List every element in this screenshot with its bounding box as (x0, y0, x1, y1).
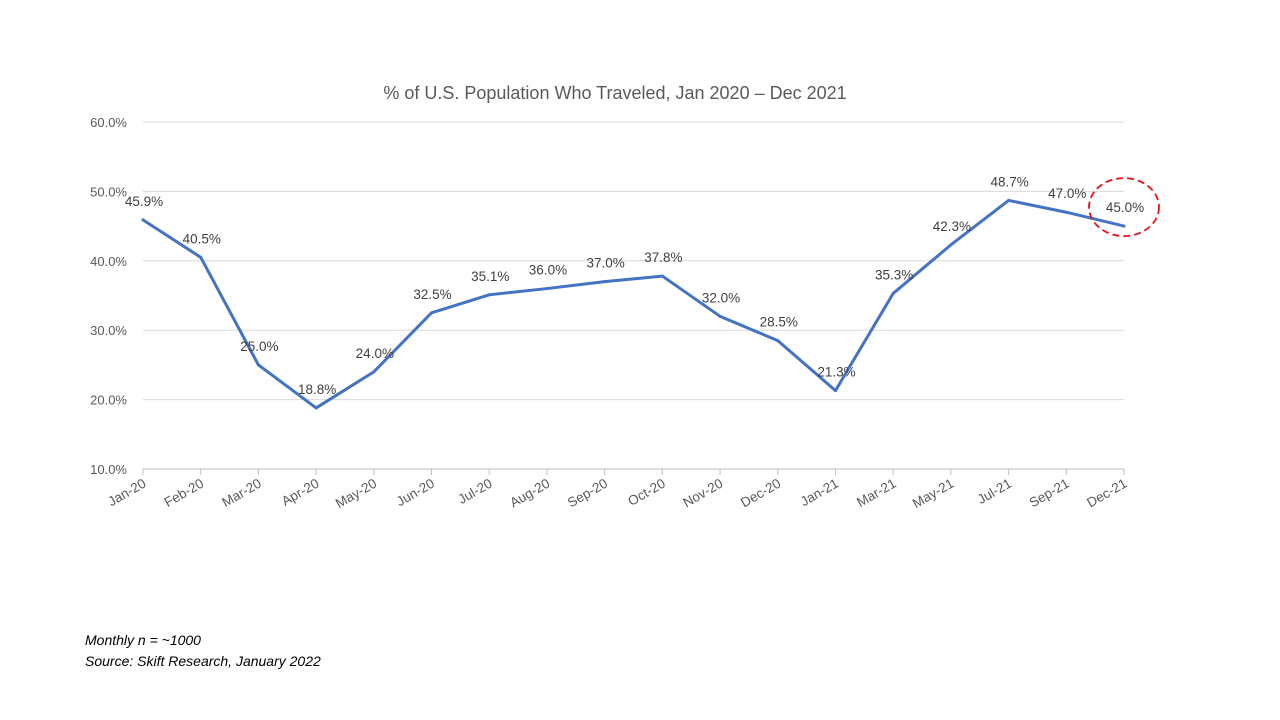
x-tick-label: May-21 (910, 476, 956, 511)
data-point (314, 406, 318, 410)
sample-size-note: Monthly n = ~1000 (85, 632, 201, 648)
source-note: Source: Skift Research, January 2022 (85, 653, 321, 669)
data-point (256, 363, 260, 367)
data-label: 47.0% (1048, 186, 1086, 201)
data-label: 35.1% (471, 269, 509, 284)
x-tick-label: Jul-21 (975, 476, 1014, 507)
data-point (603, 280, 607, 284)
data-label: 18.8% (298, 382, 336, 397)
data-point (545, 287, 549, 291)
y-axis-tick-labels: 10.0% 20.0% 30.0% 40.0% 50.0% 60.0% (90, 115, 127, 477)
data-point (372, 370, 376, 374)
highlight-circle (1088, 177, 1160, 238)
data-label: 28.5% (760, 315, 798, 330)
x-tick-label: Feb-20 (162, 476, 207, 510)
x-tick-label: Mar-21 (854, 476, 899, 510)
data-label: 21.3% (817, 365, 855, 380)
highlight-annotation (1088, 177, 1160, 238)
x-axis-tick-labels: Jan-20 Feb-20 Mar-20 Apr-20 May-20 Jun-20 Jul-… (105, 476, 1129, 511)
data-point (891, 291, 895, 295)
y-tick-label: 10.0% (90, 462, 127, 477)
data-label: 32.5% (413, 287, 451, 302)
x-tick-label: Jan-21 (798, 476, 841, 510)
y-tick-label: 30.0% (90, 323, 127, 338)
x-tick-label: Dec-21 (1084, 476, 1129, 511)
data-label: 45.9% (125, 194, 163, 209)
y-tick-label: 40.0% (90, 254, 127, 269)
x-tick-label: May-20 (333, 476, 379, 511)
data-point (1064, 210, 1068, 214)
x-tick-label: Sep-20 (565, 476, 610, 511)
data-label: 37.0% (587, 256, 625, 271)
x-axis (142, 468, 1125, 475)
x-tick-label: Jun-20 (394, 476, 437, 510)
x-tick-label: Jan-20 (105, 476, 148, 510)
data-point (660, 274, 664, 278)
data-label: 25.0% (240, 339, 278, 354)
data-label: 35.3% (875, 267, 913, 282)
x-tick-label: Nov-20 (680, 476, 725, 511)
gridlines (143, 121, 1124, 401)
y-tick-label: 20.0% (90, 393, 127, 408)
x-tick-label: Aug-20 (507, 476, 552, 511)
x-tick-label: Apr-20 (279, 476, 322, 509)
data-label: 45.0% (1106, 200, 1144, 215)
x-tick-label: Oct-20 (625, 476, 668, 509)
data-label: 37.8% (644, 250, 682, 265)
data-label: 32.0% (702, 290, 740, 305)
x-tick-label: Mar-20 (219, 476, 264, 510)
data-point (949, 243, 953, 247)
x-tick-label: Dec-20 (738, 476, 783, 511)
data-point (199, 255, 203, 259)
data-label: 40.5% (183, 231, 221, 246)
data-label: 42.3% (933, 219, 971, 234)
series-layer (141, 198, 1126, 410)
data-point (1122, 224, 1126, 228)
data-point (718, 314, 722, 318)
data-label: 24.0% (356, 346, 394, 361)
x-tick-label: Jul-20 (455, 476, 494, 507)
series-line (141, 198, 1126, 410)
data-label: 36.0% (529, 263, 567, 278)
data-point (833, 389, 837, 393)
data-labels: 45.9% 40.5% 25.0% 18.8% 24.0% 32.5% 35.1% 36.0%… (125, 174, 1144, 397)
y-tick-label: 60.0% (90, 115, 127, 130)
data-point (487, 293, 491, 297)
x-tick-label: Sep-21 (1027, 476, 1072, 511)
data-point (776, 339, 780, 343)
data-point (1007, 198, 1011, 202)
data-label: 48.7% (990, 174, 1028, 189)
y-tick-label: 50.0% (90, 184, 127, 199)
chart-title: % of U.S. Population Who Traveled, Jan 2… (383, 83, 846, 103)
data-point (430, 311, 434, 315)
data-point (141, 218, 145, 222)
